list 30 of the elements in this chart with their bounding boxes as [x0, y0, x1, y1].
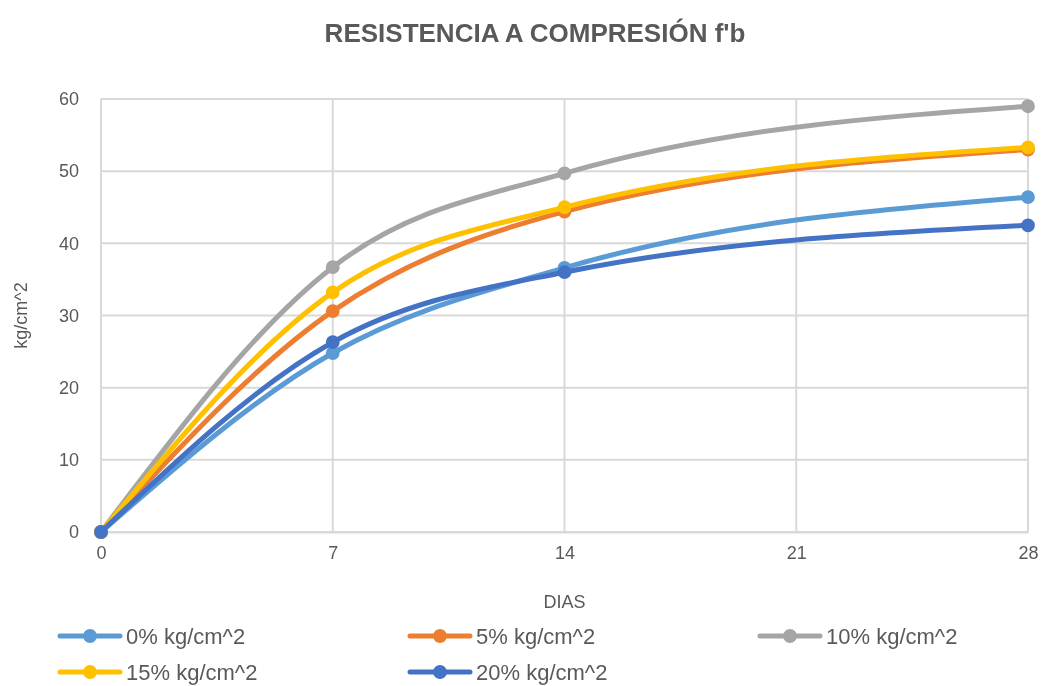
y-tick-label: 40: [58, 233, 79, 254]
point: [1021, 218, 1035, 233]
x-tick-label: 14: [554, 542, 576, 563]
y-axis-title: kg/cm^2: [11, 282, 31, 349]
legend-label: 0% kg/cm^2: [126, 624, 246, 649]
legend-label: 10% kg/cm^2: [826, 624, 958, 649]
y-tick-label: 30: [58, 305, 79, 326]
y-tick-label: 0: [68, 522, 79, 543]
point: [325, 260, 340, 275]
y-tick-label: 50: [58, 161, 79, 182]
point: [325, 335, 340, 350]
x-axis-title: DIAS: [543, 592, 586, 612]
point: [557, 200, 572, 215]
y-tick-label: 20: [58, 377, 79, 398]
y-tick-label: 10: [58, 450, 79, 471]
x-tick-label: 0: [96, 542, 107, 563]
legend-label: 15% kg/cm^2: [126, 660, 258, 685]
point: [1021, 99, 1035, 114]
point: [1021, 190, 1035, 205]
point: [325, 285, 340, 300]
point: [557, 265, 572, 280]
point: [325, 304, 340, 319]
legend-label: 5% kg/cm^2: [476, 624, 596, 649]
x-tick-label: 21: [786, 542, 807, 563]
chart-title: RESISTENCIA A COMPRESIÓN f'b: [324, 18, 746, 48]
legend-label: 20% kg/cm^2: [476, 660, 608, 685]
point: [557, 166, 572, 181]
x-tick-label: 28: [1018, 542, 1039, 563]
y-tick-label: 60: [58, 89, 79, 110]
x-tick-label: 7: [328, 542, 339, 563]
